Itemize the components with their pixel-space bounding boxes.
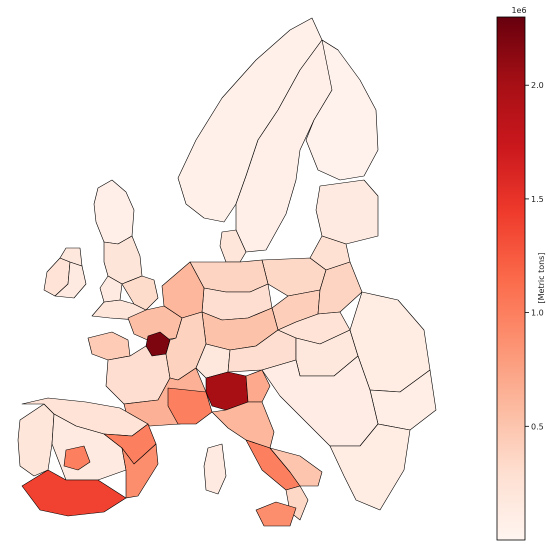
colorbar-tick-label: 0.5 [531,422,544,431]
region-sardinia [203,443,227,495]
region-puglia [269,447,323,487]
region-balkans [261,355,379,447]
region-andalusia [21,469,127,517]
region-italy-central [211,401,275,449]
colorbar-scale [496,16,526,541]
region-scotland [93,179,135,245]
colorbar-tick-label: 2.0 [531,81,544,90]
region-brittany [87,331,131,361]
region-sweden [235,39,339,253]
region-greece [329,423,411,511]
colorbar-exponent: 1e6 [511,6,526,15]
region-sicily [255,501,297,527]
colorbar-ticks: 0.5 1.0 1.5 2.0 [525,81,544,431]
region-finland [305,39,379,181]
region-valencia [121,443,159,499]
region-veneto [245,369,271,403]
region-piedmont [167,387,213,425]
region-poland-north [261,257,327,297]
colorbar: 0.5 1.0 1.5 2.0 1e6 [Metric tons] [496,6,546,541]
region-estonia-latvia [315,179,379,245]
colorbar-label: [Metric tons] [537,253,546,304]
europe-map [17,17,437,527]
region-northern-ireland [59,247,83,267]
region-madrid [63,445,91,471]
region-portugal [17,403,55,477]
colorbar-tick-label: 1.0 [531,309,544,318]
colorbar-tick-label: 1.5 [531,195,544,204]
region-wales [99,275,123,303]
